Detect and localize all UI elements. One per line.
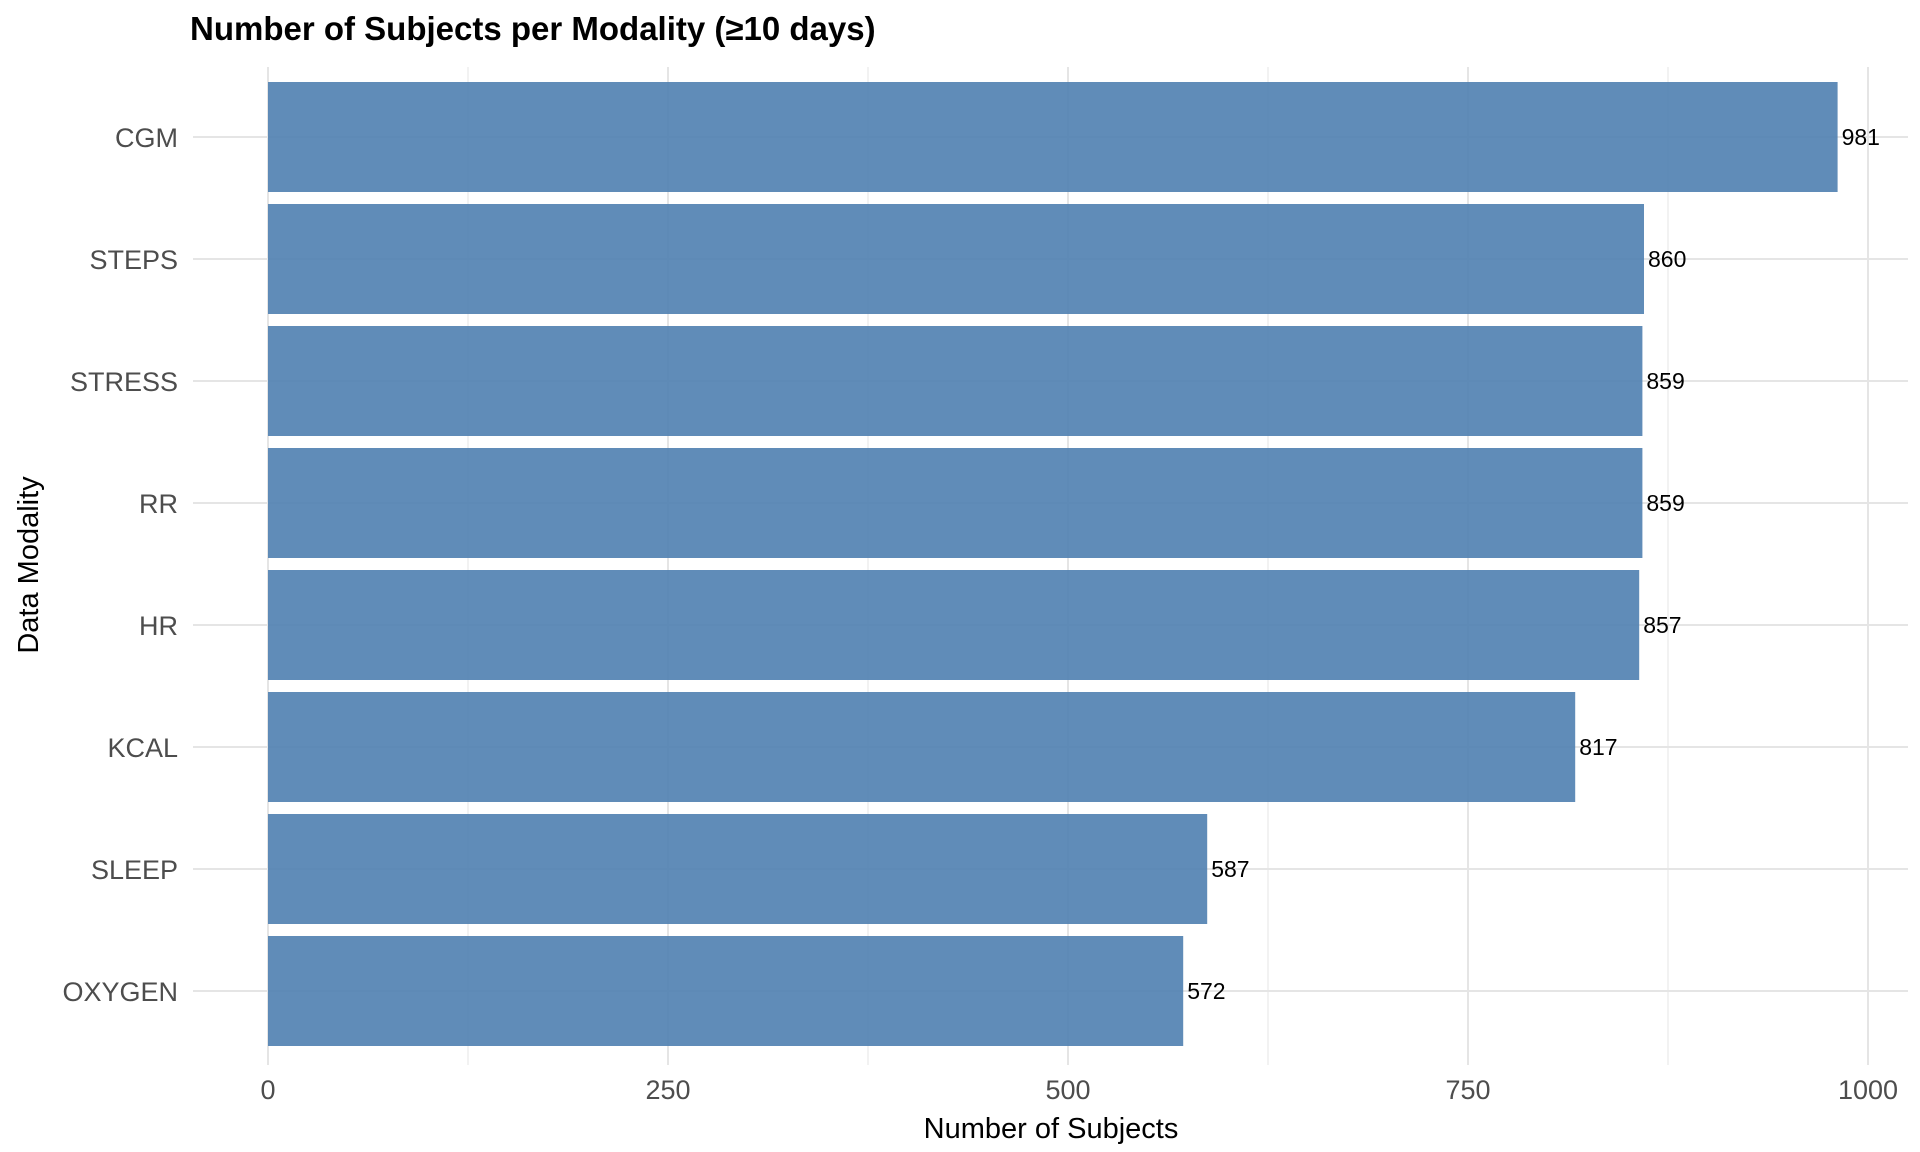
x-tick-label: 0: [260, 1075, 275, 1105]
x-axis-tick-labels: 0 250 500 750 1000: [260, 1075, 1898, 1105]
y-tick-label: OXYGEN: [62, 977, 178, 1007]
bar-hr: [268, 570, 1640, 680]
data-label: 981: [1842, 124, 1880, 150]
y-tick-label: KCAL: [107, 733, 178, 763]
bars: [268, 82, 1838, 1046]
bar-kcal: [268, 692, 1576, 802]
y-tick-label: RR: [139, 489, 178, 519]
x-tick-label: 250: [645, 1075, 690, 1105]
data-label: 572: [1187, 978, 1225, 1004]
data-label: 857: [1643, 612, 1681, 638]
bar-cgm: [268, 82, 1838, 192]
data-labels: 981 860 859 859 857 817 587 572: [1187, 124, 1880, 1004]
bar-rr: [268, 448, 1643, 558]
bar-sleep: [268, 814, 1208, 924]
y-tick-label: STRESS: [70, 367, 178, 397]
y-tick-label: HR: [139, 611, 178, 641]
data-label: 859: [1646, 490, 1684, 516]
bar-oxygen: [268, 936, 1184, 1046]
x-tick-label: 500: [1045, 1075, 1090, 1105]
y-axis-title: Data Modality: [13, 476, 45, 654]
data-label: 817: [1579, 734, 1617, 760]
chart-title: Number of Subjects per Modality (≥10 day…: [190, 10, 876, 47]
x-axis-title: Number of Subjects: [924, 1113, 1179, 1145]
data-label: 860: [1648, 246, 1686, 272]
x-tick-label: 1000: [1838, 1075, 1898, 1105]
bar-stress: [268, 326, 1643, 436]
data-label: 587: [1211, 856, 1249, 882]
y-tick-label: SLEEP: [91, 855, 178, 885]
x-tick-label: 750: [1445, 1075, 1490, 1105]
bar-steps: [268, 204, 1644, 314]
y-tick-label: CGM: [115, 123, 178, 153]
y-axis-tick-labels: CGM STEPS STRESS RR HR KCAL SLEEP OXYGEN: [62, 123, 178, 1007]
data-label: 859: [1646, 368, 1684, 394]
y-tick-label: STEPS: [89, 245, 178, 275]
